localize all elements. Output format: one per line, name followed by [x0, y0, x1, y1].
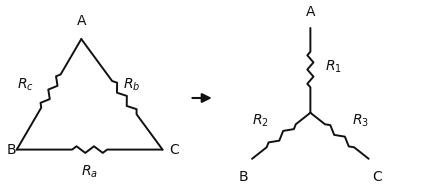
Text: $R_b$: $R_b$: [122, 77, 140, 93]
Text: $R_1$: $R_1$: [325, 58, 342, 75]
Text: A: A: [306, 5, 315, 19]
Text: C: C: [372, 170, 382, 184]
Text: $R_a$: $R_a$: [81, 163, 98, 180]
Text: $R_3$: $R_3$: [352, 113, 369, 129]
Text: A: A: [76, 14, 86, 28]
Text: $R_c$: $R_c$: [17, 77, 34, 93]
Text: B: B: [239, 170, 249, 184]
Text: B: B: [6, 142, 16, 157]
Text: $R_2$: $R_2$: [252, 113, 269, 129]
Text: C: C: [169, 142, 178, 157]
